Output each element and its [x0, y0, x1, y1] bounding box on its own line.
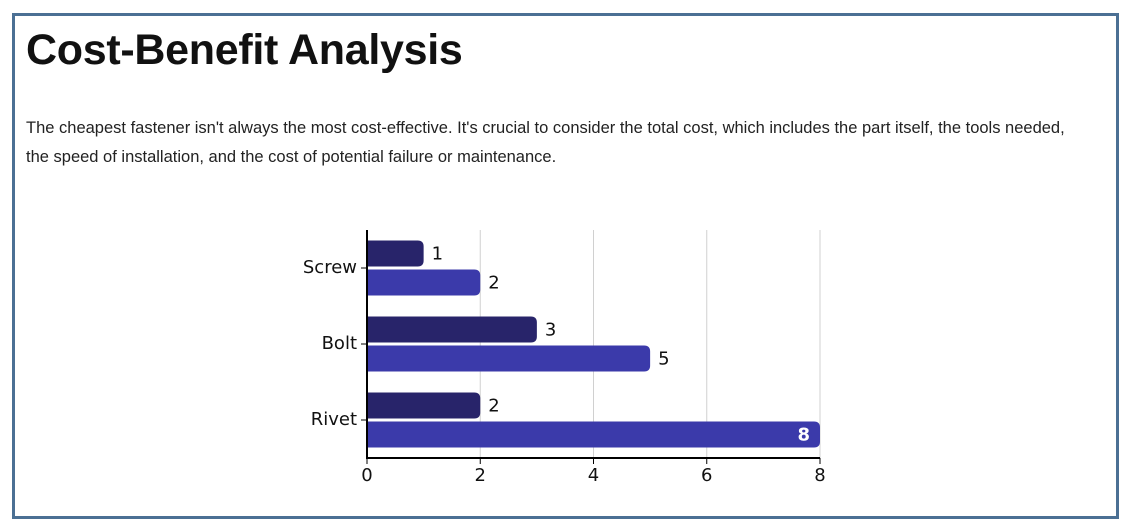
value-label: 8 — [797, 425, 810, 446]
value-label: 2 — [488, 273, 499, 294]
value-label: 3 — [545, 320, 556, 341]
x-tick-label: 0 — [361, 465, 372, 486]
bar — [367, 316, 537, 343]
value-label: 2 — [488, 396, 499, 417]
bar — [367, 345, 651, 372]
bar — [367, 421, 820, 448]
value-label: 5 — [658, 349, 669, 370]
heading: Cost-Benefit Analysis — [26, 26, 463, 74]
x-tick-label: 8 — [814, 465, 825, 486]
y-tick-label: Bolt — [322, 333, 357, 354]
bar — [367, 240, 424, 267]
bar — [367, 269, 481, 296]
bar — [367, 392, 481, 419]
x-tick-label: 6 — [701, 465, 712, 486]
x-tick-label: 4 — [588, 465, 599, 486]
value-label: 1 — [432, 244, 443, 265]
y-tick-label: Screw — [303, 257, 357, 278]
x-tick-label: 2 — [475, 465, 486, 486]
description: The cheapest fastener isn't always the m… — [26, 119, 1065, 166]
y-tick-label: Rivet — [311, 409, 357, 430]
